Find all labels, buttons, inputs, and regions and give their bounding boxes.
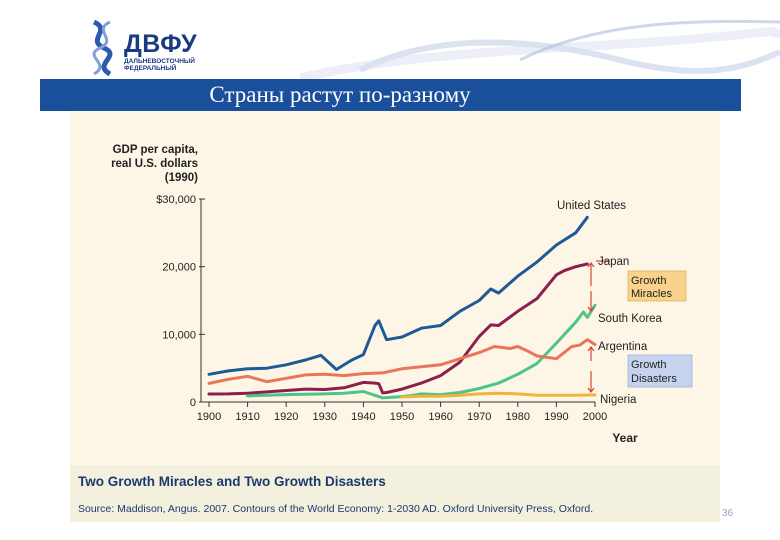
gdp-line-chart: GDP per capita, real U.S. dollars (1990)… bbox=[111, 144, 693, 445]
x-tick-label: 2000 bbox=[583, 411, 607, 423]
x-tick-label: 1950 bbox=[390, 411, 414, 423]
series-line-japan bbox=[207, 262, 589, 396]
disasters-arrow-up-head bbox=[587, 346, 595, 352]
label-growth-miracles-line1: Growth bbox=[631, 275, 666, 287]
label-japan: Japan bbox=[598, 256, 629, 268]
label-united-states: United States bbox=[557, 200, 626, 212]
miracles-arrow-up-head bbox=[587, 262, 595, 268]
y-tick-label: $30,000 bbox=[156, 194, 196, 206]
page-number: 36 bbox=[722, 508, 734, 519]
label-south-korea: South Korea bbox=[598, 313, 663, 325]
caption-band bbox=[70, 465, 720, 522]
slide-title: Страны растут по-разному bbox=[209, 82, 471, 107]
y-axis-title-line3: (1990) bbox=[165, 172, 198, 184]
logo-wordmark: ДВФУ bbox=[124, 30, 198, 58]
y-tick-label: 20,000 bbox=[162, 262, 196, 274]
x-tick-label: 1980 bbox=[506, 411, 530, 423]
series-line-united-states bbox=[207, 215, 589, 376]
y-tick-label: 10,000 bbox=[162, 329, 196, 341]
x-axis-title: Year bbox=[612, 431, 638, 445]
label-growth-disasters-line2: Disasters bbox=[631, 373, 677, 385]
x-tick-label: 1970 bbox=[467, 411, 491, 423]
y-axis-title: GDP per capita, real U.S. dollars (1990) bbox=[111, 144, 198, 184]
y-tick-label: 0 bbox=[190, 397, 196, 409]
x-tick-label: 1910 bbox=[235, 411, 259, 423]
decorative-swoosh-header bbox=[298, 19, 780, 80]
x-tick-label: 1940 bbox=[351, 411, 375, 423]
disasters-arrow-down-head bbox=[587, 387, 595, 393]
x-tick-label: 1930 bbox=[313, 411, 337, 423]
label-growth-disasters-line1: Growth bbox=[631, 359, 666, 371]
logo-subtitle: ДАЛЬНЕВОСТОЧНЫЙ ФЕДЕРАЛЬНЫЙ bbox=[124, 58, 195, 72]
x-tick-label: 1990 bbox=[544, 411, 568, 423]
title-bar bbox=[40, 79, 741, 111]
label-argentina: Argentina bbox=[598, 341, 648, 353]
university-logo bbox=[92, 19, 113, 77]
series-line-south-korea bbox=[246, 303, 597, 400]
label-growth-miracles-line2: Miracles bbox=[631, 288, 672, 300]
growth-disasters-box bbox=[627, 354, 693, 388]
series-line-nigeria bbox=[400, 391, 597, 399]
x-tick-label: 1960 bbox=[428, 411, 452, 423]
label-nigeria: Nigeria bbox=[600, 394, 637, 406]
figure-caption-title: Two Growth Miracles and Two Growth Disas… bbox=[78, 474, 386, 489]
growth-miracles-box bbox=[627, 270, 687, 302]
figure-source: Source: Maddison, Angus. 2007. Contours … bbox=[78, 503, 594, 515]
miracles-arrow-down-head bbox=[587, 306, 595, 312]
figure-panel bbox=[70, 111, 720, 465]
y-axis-title-line2: real U.S. dollars bbox=[111, 158, 198, 170]
x-tick-label: 1900 bbox=[197, 411, 221, 423]
y-axis-title-line1: GDP per capita, bbox=[113, 144, 198, 156]
x-tick-label: 1920 bbox=[274, 411, 298, 423]
series-line-argentina bbox=[207, 338, 597, 385]
